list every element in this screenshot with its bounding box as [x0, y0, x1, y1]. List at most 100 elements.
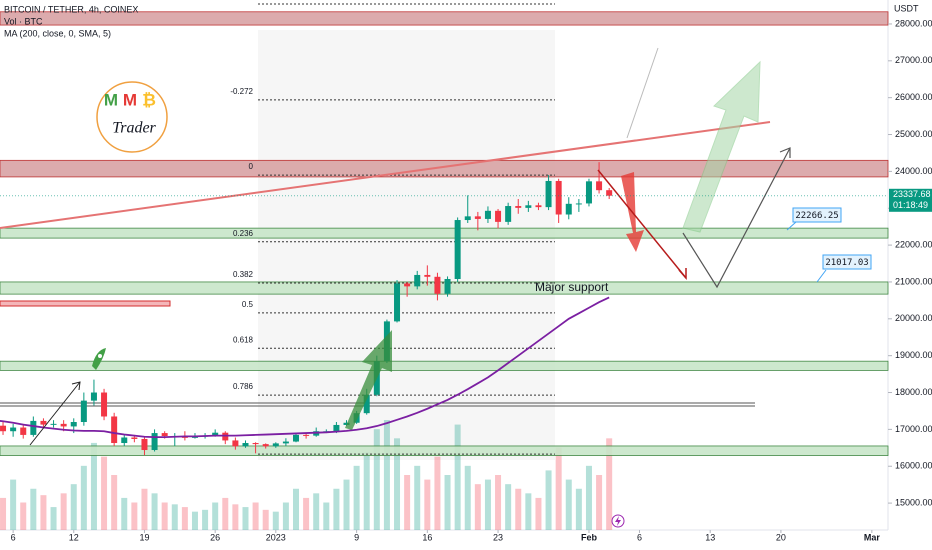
chart-subtitle: Vol · BTC — [4, 16, 43, 26]
candle-body — [212, 432, 219, 436]
arrow-head — [678, 268, 687, 280]
volume-bar — [585, 465, 592, 530]
volume-bar — [484, 479, 491, 530]
candle-body — [282, 441, 289, 444]
candle-body — [545, 180, 552, 208]
volume-bar — [161, 502, 168, 530]
volume-bar — [424, 479, 431, 530]
logo-letter: M — [104, 90, 118, 109]
arrow-head — [71, 381, 81, 391]
volume-bar — [90, 442, 97, 530]
volume-bar — [596, 475, 603, 530]
candle-body — [161, 433, 168, 437]
logo-letter: M — [123, 90, 137, 109]
y-tick-label: 15000.00 — [895, 497, 932, 507]
candle-body — [20, 427, 27, 435]
candle-body — [525, 205, 532, 208]
axis-unit: USDT — [894, 3, 919, 13]
volume-bar — [70, 484, 77, 530]
y-tick-label: 17000.00 — [895, 424, 932, 434]
volume-bar — [373, 429, 380, 530]
volume-bar — [232, 504, 239, 530]
volume-bar — [191, 511, 198, 530]
volume-bar — [505, 484, 512, 530]
volume-bar — [454, 424, 461, 530]
projection-path — [682, 147, 791, 289]
volume-bar — [202, 509, 209, 530]
indicator-label: MA (200, close, 0, SMA, 5) — [4, 28, 111, 38]
x-tick-label: 9 — [354, 532, 359, 542]
volume-bar — [111, 475, 118, 530]
candle-body — [242, 443, 249, 447]
candle-body — [101, 392, 108, 417]
volume-bar — [0, 497, 7, 530]
fib-label: 0.618 — [233, 335, 254, 344]
y-tick-label: 25000.00 — [895, 129, 932, 139]
volume-bar — [414, 465, 421, 530]
candle-body — [414, 274, 421, 287]
volume-bar — [323, 502, 330, 530]
volume-bar — [404, 475, 411, 530]
candle-body — [60, 423, 67, 427]
y-tick-label: 20000.00 — [895, 313, 932, 323]
logo-ring — [96, 81, 168, 153]
volume-bar — [333, 488, 340, 530]
x-tick-label: Mar — [864, 532, 881, 542]
volume-bar — [20, 502, 27, 530]
y-tick-label: 22000.00 — [895, 239, 932, 249]
candle-body — [404, 283, 411, 287]
volume-bar — [262, 509, 269, 530]
logo-text: Trader — [112, 120, 156, 137]
fib-label: 0.236 — [233, 229, 254, 238]
rocket-icon — [92, 348, 106, 370]
volume-bar — [151, 493, 158, 530]
volume-bar — [363, 452, 370, 530]
volume-bar — [101, 456, 108, 530]
fib-label: 0.5 — [242, 300, 254, 309]
candle-body — [141, 438, 148, 451]
volume-bar — [394, 438, 401, 530]
volume-layer — [0, 420, 613, 530]
trend-line — [0, 121, 771, 229]
y-tick-label: 26000.00 — [895, 92, 932, 102]
volume-bar — [515, 488, 522, 530]
candle-body — [293, 434, 299, 442]
chart-title: BITCOIN / TETHER, 4h, COINEX — [4, 4, 138, 14]
candle-body — [111, 416, 118, 444]
volume-bar — [353, 465, 360, 530]
volume-bar — [575, 488, 582, 530]
volume-bar — [141, 488, 148, 530]
volume-bar — [565, 479, 572, 530]
candle-body — [585, 181, 592, 204]
candle-body — [515, 206, 522, 208]
zone — [0, 281, 889, 295]
down-arrow-line — [597, 169, 687, 279]
volume-bar — [10, 479, 17, 530]
up-arrow — [345, 330, 392, 430]
volume-bar — [131, 502, 138, 530]
candle-body — [424, 274, 431, 277]
candle-body — [333, 424, 340, 432]
volume-bar — [212, 502, 219, 530]
volume-bar — [525, 493, 532, 530]
y-tick-label: 21000.00 — [895, 276, 932, 286]
callout-text: 21017.03 — [825, 258, 868, 268]
volume-bar — [222, 497, 229, 530]
candle-body — [80, 400, 87, 423]
candle-body — [363, 394, 370, 414]
volume-bar — [434, 456, 441, 530]
x-tick-label: 6 — [637, 532, 642, 542]
volume-bar — [495, 475, 502, 530]
arrow-head — [779, 147, 791, 158]
candle-body — [495, 210, 502, 222]
moving-average — [0, 296, 610, 439]
zone — [0, 445, 889, 456]
zone — [0, 11, 889, 26]
volume-bar — [60, 493, 67, 530]
x-tick-label: 20 — [776, 532, 786, 542]
arrow-line — [29, 381, 81, 446]
callout-box — [792, 207, 842, 223]
volume-bar — [444, 475, 451, 530]
volume-bar — [343, 479, 350, 530]
fib-label: 0.786 — [233, 382, 254, 391]
